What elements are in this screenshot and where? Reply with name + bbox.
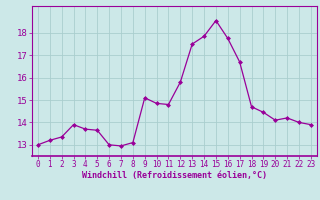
X-axis label: Windchill (Refroidissement éolien,°C): Windchill (Refroidissement éolien,°C): [82, 171, 267, 180]
